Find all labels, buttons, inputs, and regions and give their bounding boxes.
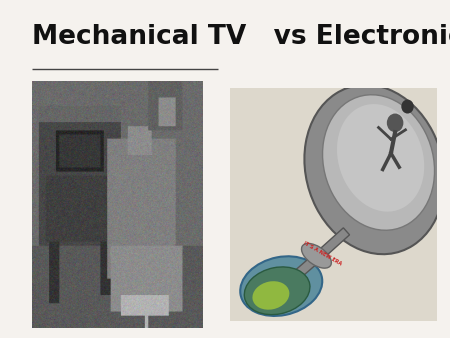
Ellipse shape: [323, 95, 435, 230]
Ellipse shape: [337, 104, 424, 212]
Ellipse shape: [240, 256, 322, 316]
Ellipse shape: [304, 85, 445, 254]
Circle shape: [401, 99, 414, 114]
Circle shape: [387, 114, 403, 132]
Text: Mechanical TV   vs Electronic TV: Mechanical TV vs Electronic TV: [32, 24, 450, 50]
Ellipse shape: [244, 267, 310, 315]
Ellipse shape: [302, 243, 331, 268]
Polygon shape: [296, 228, 350, 277]
Text: IT'S A NEW ERA: IT'S A NEW ERA: [303, 240, 342, 266]
Ellipse shape: [252, 281, 289, 310]
